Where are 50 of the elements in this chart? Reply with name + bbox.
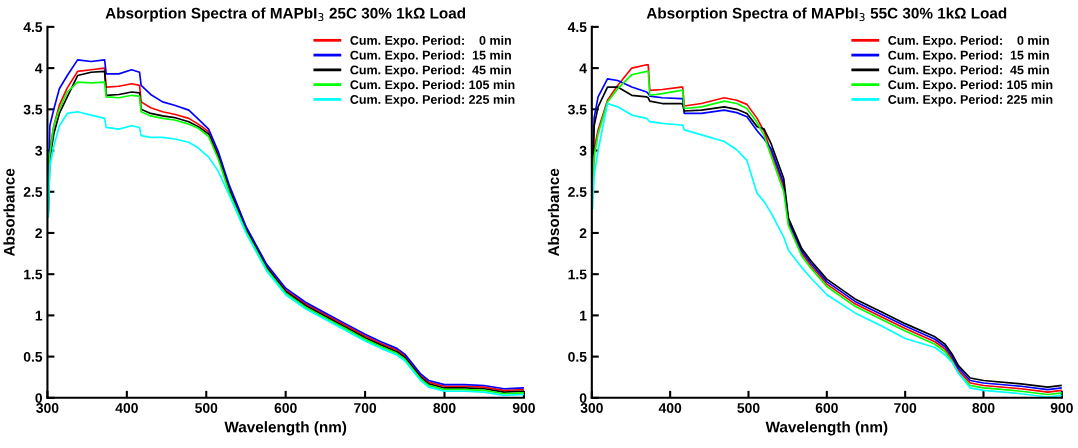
legend-label: Cum. Expo. Period: 15 min	[350, 50, 511, 63]
y-tick-label: 2	[579, 228, 587, 238]
y-tick-label: 3	[35, 145, 43, 156]
y-axis-title: Absorbance	[3, 168, 15, 257]
legend-label: Cum. Expo. Period: 0 min	[888, 35, 1049, 48]
y-tick-label: 2.5	[568, 187, 587, 197]
y-tick-label: 2	[35, 228, 43, 238]
x-axis-title: Wavelength (nm)	[224, 421, 347, 436]
y-tick-label: 0.5	[23, 351, 43, 362]
y-tick-label: 4	[579, 63, 587, 74]
chart-title: Absorption Spectra of MAPbI$_{3}$ 55C 30% 1kΩ Load	[646, 7, 1007, 22]
x-tick-label: 500	[195, 403, 218, 413]
y-tick-label: 1.5	[568, 269, 587, 280]
legend-label: Cum. Expo. Period: 15 min	[888, 50, 1049, 63]
legend-label: Cum. Expo. Period: 105 min	[350, 79, 515, 92]
y-tick-label: 4.5	[567, 22, 587, 33]
y-tick-label: 3.5	[567, 104, 587, 115]
x-tick-label: 900	[512, 403, 535, 413]
y-tick-label: 1	[35, 310, 43, 321]
x-tick-label: 600	[815, 403, 838, 413]
x-tick-label: 600	[274, 403, 297, 413]
legend-label: Cum. Expo. Period: 0 min	[350, 35, 511, 48]
x-tick-label: 900	[1050, 403, 1073, 413]
y-tick-label: 0	[579, 393, 587, 403]
x-tick-label: 700	[354, 403, 377, 413]
legend-label: Cum. Expo. Period: 45 min	[350, 65, 511, 77]
y-tick-label: 2.5	[23, 187, 43, 197]
x-tick-label: 300	[36, 403, 59, 413]
y-tick-label: 3.5	[23, 104, 43, 115]
x-axis-title: Wavelength (nm)	[765, 421, 888, 436]
legend-label: Cum. Expo. Period: 45 min	[888, 65, 1049, 77]
x-tick-label: 800	[972, 403, 995, 413]
y-tick-label: 4.5	[23, 22, 43, 33]
x-tick-label: 800	[433, 403, 456, 413]
y-axis-title: Absorbance	[547, 168, 560, 257]
legend-label: Cum. Expo. Period: 225 min	[888, 94, 1053, 107]
y-tick-label: 1	[580, 310, 587, 321]
x-tick-label: 700	[894, 403, 917, 413]
x-tick-label: 400	[658, 403, 682, 413]
x-tick-label: 500	[737, 403, 760, 413]
y-tick-label: 4	[35, 63, 43, 74]
x-tick-label: 400	[115, 403, 138, 413]
y-tick-label: 0.5	[568, 351, 587, 362]
legend-label: Cum. Expo. Period: 225 min	[350, 94, 515, 107]
y-tick-label: 0	[35, 393, 42, 403]
legend-label: Cum. Expo. Period: 105 min	[888, 79, 1053, 92]
y-tick-label: 1.5	[24, 269, 43, 280]
chart-title: Absorption Spectra of MAPbI$_{3}$ 25C 30% 1kΩ Load	[105, 7, 466, 22]
x-tick-label: 300	[580, 403, 603, 413]
y-tick-label: 3	[579, 145, 587, 156]
